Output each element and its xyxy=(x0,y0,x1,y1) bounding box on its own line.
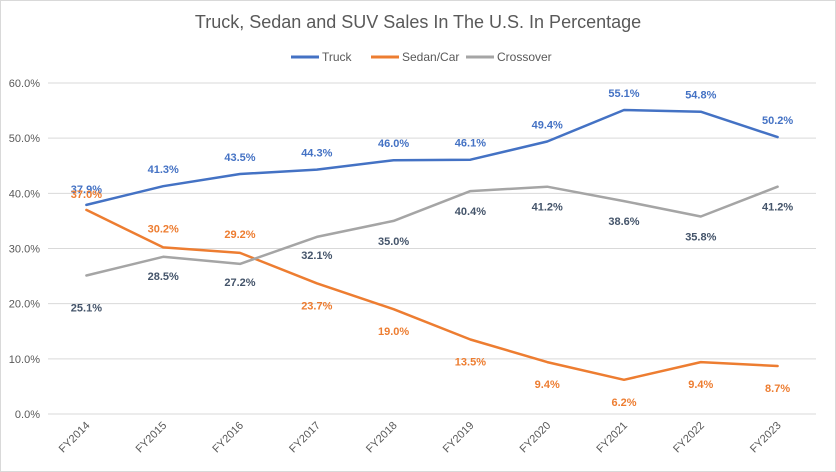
data-label: 55.1% xyxy=(608,88,639,100)
data-label: 13.5% xyxy=(455,357,486,369)
data-labels: 37.9% 41.3% 43.5% 44.3% 46.0% 46.1% 49.4% 55.1%… xyxy=(71,88,794,409)
data-label: 25.1% xyxy=(71,303,102,315)
series-line-sedan-car xyxy=(85,208,779,382)
data-label: 35.8% xyxy=(685,232,716,244)
y-tick-label: 0.0% xyxy=(15,409,40,421)
data-label: 9.4% xyxy=(688,379,713,391)
data-label: 41.2% xyxy=(532,202,563,214)
x-tick-label: FY2020 xyxy=(518,420,554,456)
data-label: 6.2% xyxy=(611,397,636,409)
y-tick-label: 30.0% xyxy=(9,244,40,256)
chart-title: Truck, Sedan and SUV Sales In The U.S. I… xyxy=(195,12,641,32)
data-label: 54.8% xyxy=(685,90,716,102)
data-label: 40.4% xyxy=(455,206,486,218)
data-label: 8.7% xyxy=(765,383,790,395)
x-axis-ticks: FY2014 FY2015 FY2016 FY2017 FY2018 FY2019 FY20… xyxy=(57,420,784,456)
series-line-truck xyxy=(85,108,779,207)
data-label: 38.6% xyxy=(608,216,639,228)
x-tick-label: FY2023 xyxy=(748,420,784,456)
series-line-crossover xyxy=(85,185,779,277)
data-label: 23.7% xyxy=(301,300,332,312)
legend-item: Crossover xyxy=(466,50,552,64)
data-label: 43.5% xyxy=(224,152,255,164)
data-label: 46.1% xyxy=(455,138,486,150)
x-tick-label: FY2017 xyxy=(287,420,323,456)
legend-label: Crossover xyxy=(497,50,552,64)
data-label: 9.4% xyxy=(535,379,560,391)
data-label: 29.2% xyxy=(224,229,255,241)
data-label: 44.3% xyxy=(301,148,332,160)
y-axis-ticks: 0.0% 10.0% 20.0% 30.0% 40.0% 50.0% 60.0% xyxy=(9,78,40,421)
x-tick-label: FY2015 xyxy=(134,420,170,456)
data-label: 46.0% xyxy=(378,138,409,150)
data-label: 19.0% xyxy=(378,326,409,338)
series-lines xyxy=(85,108,779,382)
data-label: 35.0% xyxy=(378,236,409,248)
x-tick-label: FY2022 xyxy=(671,420,707,456)
legend: Truck Sedan/Car Crossover xyxy=(291,50,552,64)
y-tick-label: 40.0% xyxy=(9,188,40,200)
legend-label: Sedan/Car xyxy=(402,50,459,64)
data-label: 50.2% xyxy=(762,115,793,127)
x-tick-label: FY2018 xyxy=(364,420,400,456)
y-tick-label: 10.0% xyxy=(9,354,40,366)
data-label: 27.2% xyxy=(224,277,255,289)
data-label: 37.0% xyxy=(71,189,102,201)
legend-item: Sedan/Car xyxy=(371,50,459,64)
legend-label: Truck xyxy=(322,50,353,64)
y-tick-label: 60.0% xyxy=(9,78,40,90)
data-label: 28.5% xyxy=(148,271,179,283)
data-label: 41.2% xyxy=(762,202,793,214)
x-tick-label: FY2014 xyxy=(57,420,93,456)
data-label: 32.1% xyxy=(301,250,332,262)
data-label: 41.3% xyxy=(148,164,179,176)
x-tick-label: FY2019 xyxy=(441,420,477,456)
data-label: 37.9% xyxy=(71,184,102,196)
y-tick-label: 20.0% xyxy=(9,299,40,311)
x-tick-label: FY2016 xyxy=(210,420,246,456)
y-tick-label: 50.0% xyxy=(9,133,40,145)
data-label: 30.2% xyxy=(148,223,179,235)
x-tick-label: FY2021 xyxy=(594,420,630,456)
data-label: 49.4% xyxy=(532,119,563,131)
legend-item: Truck xyxy=(291,50,353,64)
